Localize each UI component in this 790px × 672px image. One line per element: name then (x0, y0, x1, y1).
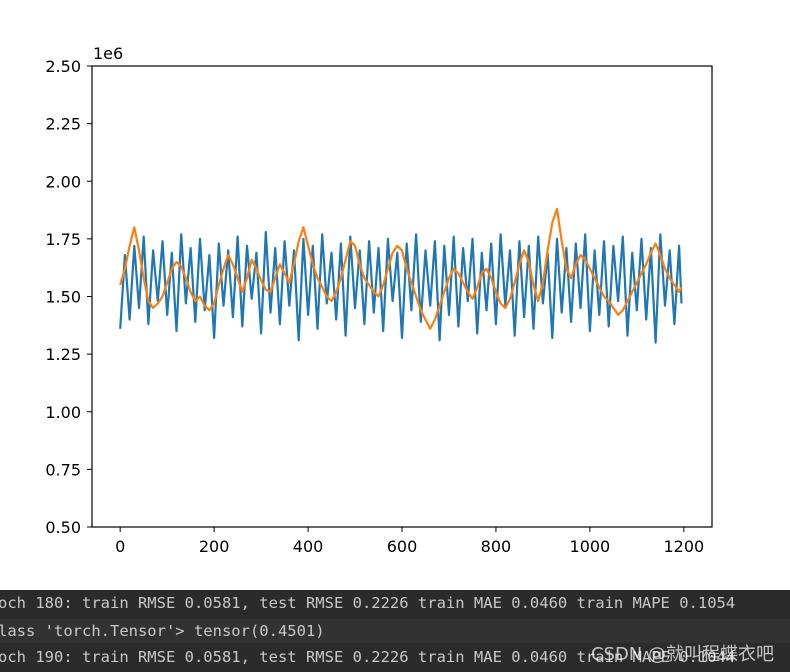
offset-label: 1e6 (93, 44, 123, 63)
series-line-2 (119, 207, 683, 330)
y-tick-label: 0.50 (45, 518, 81, 537)
x-tick-label: 800 (481, 537, 512, 556)
console-line: och 190: train RMSE 0.0581, test RMSE 0.… (0, 648, 736, 666)
x-tick-label: 0 (115, 537, 125, 556)
y-tick-label: 1.50 (45, 288, 81, 307)
x-tick-label: 600 (387, 537, 418, 556)
y-tick-label: 0.75 (45, 460, 81, 479)
watermark: CSDN @就叫程蝶衣吧 (590, 644, 774, 665)
chart-svg: 0 200 400 600 800 1000 1200 0.50 0.75 1.00 1.25 1.5… (45, 44, 713, 556)
x-tick-label: 400 (293, 537, 324, 556)
x-tick-label: 200 (199, 537, 230, 556)
y-tick-label: 2.50 (45, 57, 81, 76)
y-tick-label: 2.00 (45, 172, 81, 191)
y-tick-label: 1.75 (45, 230, 81, 249)
console-panel: och 180: train RMSE 0.0581, test RMSE 0.… (0, 590, 790, 672)
console-line: och 180: train RMSE 0.0581, test RMSE 0.… (0, 594, 736, 612)
series-layer (119, 207, 683, 344)
y-tick-label: 1.00 (45, 403, 81, 422)
line-chart: 0 200 400 600 800 1000 1200 0.50 0.75 1.00 1.25 1.5… (45, 44, 713, 556)
y-tick-label: 1.25 (45, 345, 81, 364)
x-tick-label: 1000 (570, 537, 611, 556)
console-line: lass 'torch.Tensor'> tensor(0.4501) (0, 619, 790, 643)
ticks-layer: 0 200 400 600 800 1000 1200 0.50 0.75 1.00 1.25 1.5… (45, 57, 704, 556)
x-tick-label: 1200 (663, 537, 704, 556)
series-line-1 (119, 230, 683, 344)
y-tick-label: 2.25 (45, 115, 81, 134)
